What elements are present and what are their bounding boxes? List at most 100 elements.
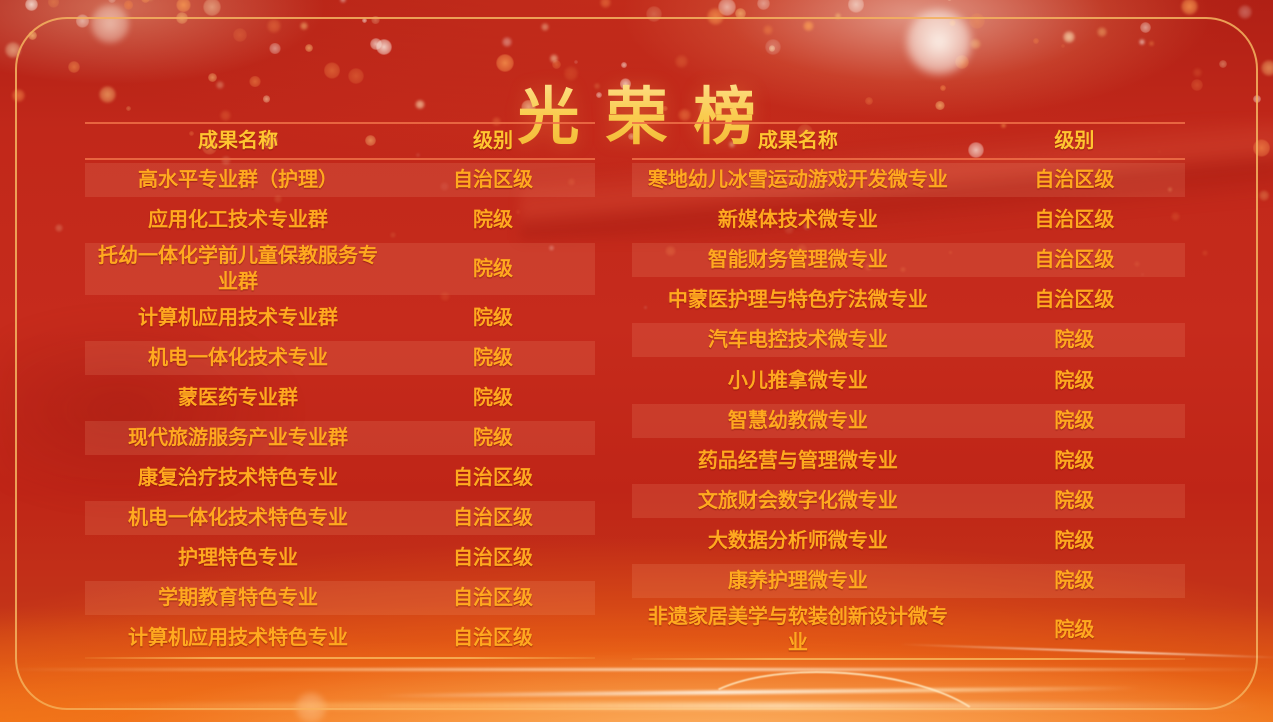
bokeh-dot	[1238, 5, 1253, 20]
achievement-level: 院级	[473, 209, 513, 231]
achievement-name: 智能财务管理微专业	[707, 249, 888, 272]
achievement-name: 大数据分析师微专业	[707, 529, 888, 552]
achievement-name: 中蒙医护理与特色疗法微专业	[667, 289, 928, 312]
light-ribbon-decoration	[686, 661, 998, 722]
achievement-name: 文旅财会数字化微专业	[697, 489, 898, 512]
bokeh-dot	[148, 0, 153, 1]
table-header: 成果名称 级别	[85, 122, 595, 160]
table-row: 计算机应用技术特色专业 自治区级	[85, 618, 595, 658]
bokeh-dot	[847, 0, 865, 14]
achievement-name: 小儿推拿微专业	[727, 369, 868, 392]
bokeh-dot	[370, 37, 383, 50]
bokeh-dot	[4, 42, 21, 59]
achievement-level: 自治区级	[1034, 289, 1115, 312]
achievement-name: 康养护理微专业	[727, 569, 868, 592]
table-row: 高水平专业群（护理） 自治区级	[85, 160, 595, 200]
light-streak-decoration	[379, 686, 1141, 698]
bokeh-dot	[375, 39, 392, 56]
honor-table-right: 成果名称 级别 寒地幼儿冰雪运动游戏开发微专业 自治区级 新媒体技术微专业 自治…	[632, 122, 1185, 660]
column-header-name: 成果名称	[198, 130, 278, 152]
bokeh-dot	[47, 0, 60, 8]
table-row: 非遗家居美学与软装创新设计微专业 院级	[632, 601, 1185, 659]
achievement-level: 自治区级	[453, 169, 533, 191]
bokeh-dot	[541, 22, 550, 31]
achievement-name: 机电一体化技术专业	[148, 347, 328, 369]
column-header-level: 级别	[473, 130, 513, 152]
bokeh-dot	[834, 12, 841, 19]
achievement-level: 院级	[473, 347, 513, 369]
bokeh-dot	[573, 59, 578, 64]
bokeh-dot	[1033, 37, 1040, 44]
achievement-level: 院级	[473, 307, 513, 329]
table-row: 康复治疗技术特色专业 自治区级	[85, 458, 595, 498]
table-row: 大数据分析师微专业 院级	[632, 521, 1185, 561]
bokeh-dot	[718, 0, 736, 16]
achievement-level: 自治区级	[1034, 249, 1115, 272]
achievement-name: 高水平专业群（护理）	[138, 169, 338, 191]
achievement-level: 院级	[1054, 569, 1095, 592]
bokeh-dot	[124, 0, 134, 10]
table-row: 蒙医药专业群 院级	[85, 378, 595, 418]
bokeh-dot	[1202, 250, 1208, 256]
bokeh-dot	[1181, 0, 1199, 16]
table-row: 小儿推拿微专业 院级	[632, 360, 1185, 400]
achievement-name: 现代旅游服务产业专业群	[128, 427, 348, 449]
bokeh-dot	[735, 8, 746, 19]
column-header-name: 成果名称	[757, 130, 838, 152]
bokeh-dot	[949, 19, 957, 27]
page-title: 光荣榜	[0, 66, 1273, 156]
bokeh-dot	[707, 7, 724, 25]
table-row: 现代旅游服务产业专业群 院级	[85, 418, 595, 458]
achievement-level: 自治区级	[453, 547, 533, 569]
honor-table-left: 成果名称 级别 高水平专业群（护理） 自治区级 应用化工技术专业群 院级 托幼一…	[85, 122, 595, 659]
table-row: 智能财务管理微专业 自治区级	[632, 240, 1185, 280]
achievement-level: 院级	[1054, 619, 1095, 642]
table-row: 智慧幼教微专业 院级	[632, 401, 1185, 441]
achievement-name: 蒙医药专业群	[178, 387, 298, 409]
achievement-name: 计算机应用技术专业群	[138, 307, 338, 329]
bokeh-dot	[28, 31, 37, 41]
bokeh-dot	[502, 36, 513, 47]
light-streak-decoration	[60, 703, 1260, 709]
bokeh-dot	[765, 39, 782, 55]
table-row: 机电一体化技术专业 院级	[85, 338, 595, 378]
bokeh-dot	[946, 0, 952, 1]
achievement-level: 院级	[473, 427, 513, 449]
achievement-level: 院级	[473, 258, 513, 280]
table-row: 中蒙医护理与特色疗法微专业 自治区级	[632, 280, 1185, 320]
bokeh-dot	[970, 38, 982, 50]
achievement-level: 自治区级	[453, 507, 533, 529]
table-row: 托幼一体化学前儿童保教服务专业群 院级	[85, 240, 595, 298]
bokeh-dot	[75, 14, 90, 28]
bokeh-dot	[549, 54, 558, 63]
achievement-level: 院级	[1054, 329, 1095, 352]
bokeh-dot	[1140, 22, 1152, 33]
bokeh-dot	[266, 19, 282, 34]
bokeh-dot	[646, 6, 662, 23]
bokeh-dot	[299, 21, 308, 30]
bokeh-dot	[295, 692, 327, 722]
achievement-name: 托幼一体化学前儿童保教服务专业群	[98, 245, 378, 293]
achievement-name: 学期教育特色专业	[158, 587, 318, 609]
achievement-name: 智慧幼教微专业	[727, 409, 868, 432]
achievement-name: 计算机应用技术特色专业	[128, 627, 348, 649]
bokeh-dot	[1060, 43, 1065, 48]
achievement-level: 院级	[1054, 369, 1095, 392]
achievement-level: 院级	[473, 387, 513, 409]
bokeh-dot	[305, 43, 314, 52]
table-row: 文旅财会数字化微专业 院级	[632, 481, 1185, 521]
bokeh-dot	[233, 27, 248, 42]
achievement-level: 院级	[1054, 409, 1095, 432]
achievement-name: 汽车电控技术微专业	[707, 329, 888, 352]
table-row: 药品经营与管理微专业 院级	[632, 441, 1185, 481]
bokeh-dot	[361, 17, 367, 23]
bokeh-dot	[756, 0, 770, 11]
table-row: 机电一体化技术特色专业 自治区级	[85, 498, 595, 538]
table-row: 计算机应用技术专业群 院级	[85, 298, 595, 338]
achievement-name: 康复治疗技术特色专业	[138, 467, 338, 489]
bokeh-dot	[1062, 30, 1075, 44]
achievement-level: 自治区级	[453, 587, 533, 609]
achievement-level: 院级	[1054, 529, 1095, 552]
achievement-level: 自治区级	[1034, 209, 1115, 232]
